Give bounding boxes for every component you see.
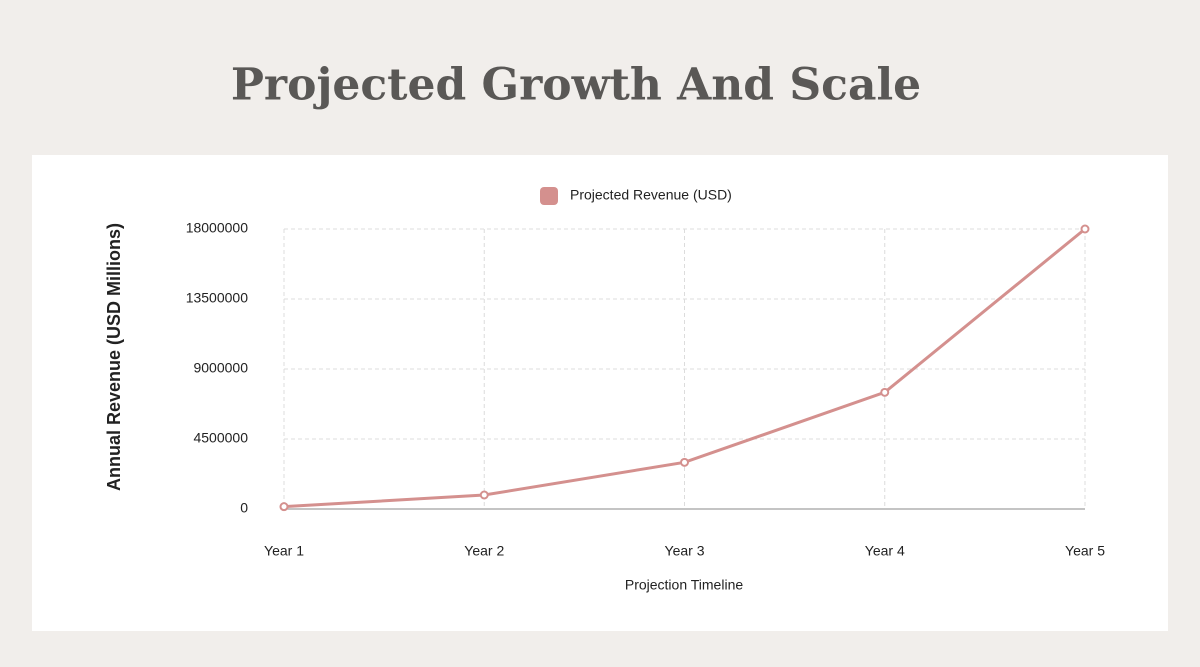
legend-swatch — [540, 187, 558, 205]
x-tick-label: Year 3 — [665, 543, 705, 559]
legend-label: Projected Revenue (USD) — [570, 187, 732, 203]
y-axis-title: Annual Revenue (USD Millions) — [104, 223, 124, 491]
y-tick-label: 13500000 — [186, 290, 249, 306]
y-tick-label: 0 — [240, 500, 248, 516]
point — [279, 502, 289, 512]
point — [1080, 224, 1090, 234]
point — [479, 490, 489, 500]
x-tick-label: Year 2 — [464, 543, 504, 559]
point — [880, 387, 890, 397]
x-tick-label: Year 4 — [865, 543, 905, 559]
x-tick-label: Year 5 — [1065, 543, 1105, 559]
point — [680, 457, 689, 467]
chart-panel — [32, 155, 1168, 631]
x-axis-title: Projection Timeline — [625, 577, 743, 593]
y-tick-label: 18000000 — [186, 220, 249, 236]
chart-title: Projected Growth And Scale — [231, 60, 921, 111]
x-tick-label: Year 1 — [264, 543, 304, 559]
y-tick-label: 4500000 — [193, 430, 248, 446]
y-tick-label: 9000000 — [193, 360, 248, 376]
